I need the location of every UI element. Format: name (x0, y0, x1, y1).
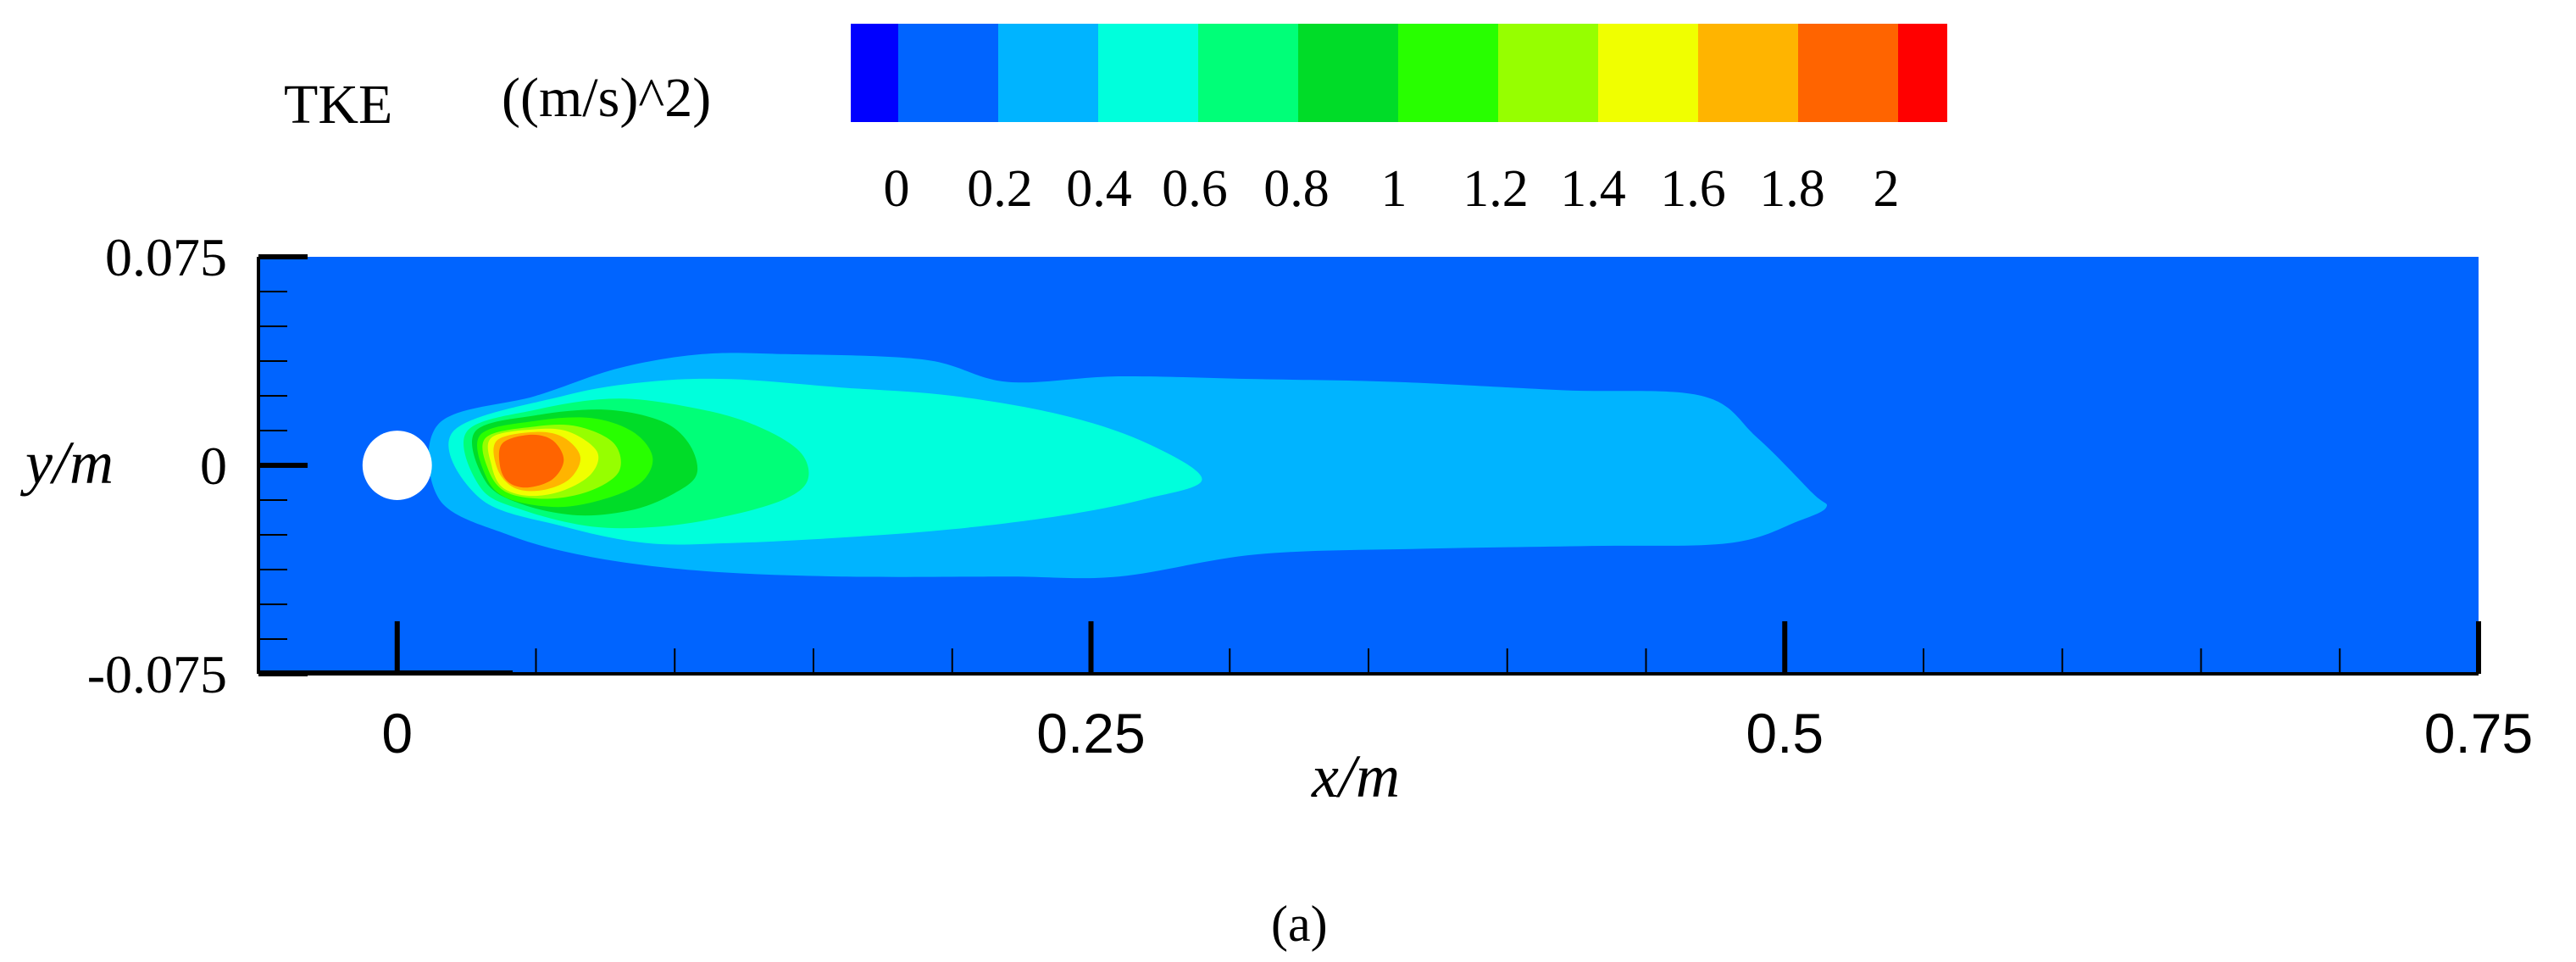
colorbar-cell-2 (1798, 24, 1898, 122)
colorbar-tick-label: 1.4 (1560, 160, 1626, 218)
y-axis-ticks: -0.075 0 0.075 (87, 227, 308, 704)
colorbar-cells (851, 24, 1947, 122)
colorbar-cell-1 (1298, 24, 1398, 122)
colorbar-tick-label: 0 (884, 160, 910, 218)
cylinder-obstacle (362, 431, 432, 500)
colorbar-cell-0 (851, 24, 898, 122)
colorbar-cell-1-4 (1498, 24, 1598, 122)
x-axis-tick-label: 0 (381, 702, 413, 765)
colorbar-tick-label: 1.8 (1759, 160, 1825, 218)
tke-contour-2 (498, 434, 564, 488)
colorbar-tick-label: 1.2 (1463, 160, 1529, 218)
y-axis-tick-label: 0.075 (105, 227, 227, 287)
colorbar-cell-1-2 (1398, 24, 1498, 122)
colorbar-cell-1-8 (1698, 24, 1798, 122)
colorbar-cell-top (1898, 24, 1947, 122)
colorbar-tick-label: 0.4 (1066, 160, 1132, 218)
colorbar-cell-0-8 (1198, 24, 1298, 122)
y-axis-tick-label: -0.075 (87, 644, 227, 704)
colorbar-tick-label: 0.8 (1263, 160, 1330, 218)
colorbar-tick-label: 1.6 (1660, 160, 1726, 218)
colorbar-legend: TKE ((m/s)^2) 0 0.2 0.4 0.6 0.8 1 1.2 1.4 1.6 1.8… (284, 24, 1947, 218)
y-axis-title: y/m (19, 429, 114, 497)
panel-label: (a) (1271, 896, 1328, 952)
colorbar-tick-label: 0.6 (1162, 160, 1228, 218)
colorbar-variable-label: TKE (284, 74, 392, 136)
tke-contour-layer (428, 353, 1828, 579)
colorbar-cell-0-2 (898, 24, 998, 122)
y-axis-tick-label: 0 (200, 436, 227, 496)
axes: 0 0.25 0.5 0.75 -0.075 0 0.075 (87, 227, 2534, 765)
x-axis-tick-label: 0.5 (1746, 702, 1824, 765)
colorbar-unit-label: ((m/s)^2) (502, 67, 711, 129)
x-axis-tick-label: 0.75 (2424, 702, 2533, 765)
colorbar-cell-0-4 (998, 24, 1098, 122)
colorbar-tick-labels: 0 0.2 0.4 0.6 0.8 1 1.2 1.4 1.6 1.8 2 (884, 160, 1900, 218)
x-axis-tick-label: 0.25 (1036, 702, 1145, 765)
colorbar-cell-1-6 (1598, 24, 1698, 122)
colorbar-tick-label: 1 (1381, 160, 1407, 218)
colorbar-cell-0-6 (1098, 24, 1198, 122)
x-axis-title: x/m (1311, 742, 1400, 810)
x-axis-ticks: 0 0.25 0.5 0.75 (258, 621, 2533, 765)
colorbar-tick-label: 2 (1874, 160, 1900, 218)
colorbar-tick-label: 0.2 (967, 160, 1033, 218)
plot-area (258, 257, 2479, 674)
